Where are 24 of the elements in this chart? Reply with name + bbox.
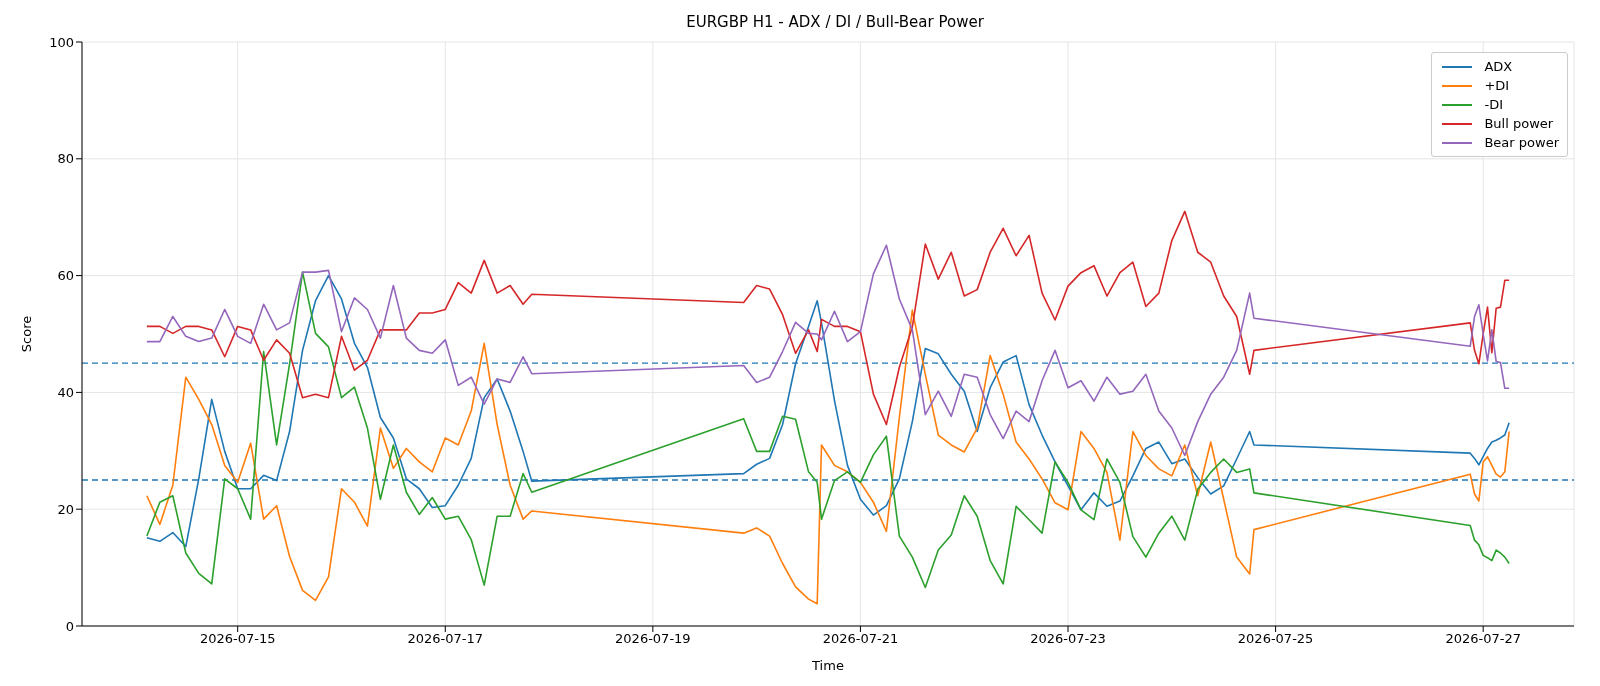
x-tick-label: 2026-07-15: [199, 631, 276, 647]
y-tick-label: 60: [57, 268, 74, 284]
legend-label: -DI: [1484, 96, 1503, 114]
y-tick-label: 80: [57, 151, 74, 167]
line-series: [146, 309, 1510, 605]
x-tick-label: 2026-07-25: [1237, 631, 1314, 647]
y-tick-label: 100: [49, 34, 74, 50]
x-tick-label: 2026-07-21: [822, 631, 899, 647]
line-series: [146, 244, 1510, 457]
x-axis-title: Time: [811, 658, 844, 673]
x-tick-label: 2026-07-19: [615, 631, 691, 647]
x-tick-label: 2026-07-23: [1030, 631, 1106, 647]
y-axis-title: Score: [18, 315, 34, 353]
x-tick-label: 2026-07-27: [1445, 631, 1521, 647]
line-series: [146, 210, 1510, 426]
y-tick-label: 0: [65, 618, 74, 634]
legend-label: ADX: [1484, 58, 1513, 76]
y-tick-label: 20: [57, 501, 74, 517]
legend-label: Bear power: [1484, 134, 1559, 152]
y-tick-label: 40: [57, 385, 74, 401]
x-tick-label: 2026-07-17: [407, 631, 484, 647]
chart-title: EURGBP H1 - ADX / DI / Bull-Bear Power: [685, 12, 985, 33]
legend-label: +DI: [1484, 77, 1510, 95]
legend-label: Bull power: [1484, 115, 1554, 133]
